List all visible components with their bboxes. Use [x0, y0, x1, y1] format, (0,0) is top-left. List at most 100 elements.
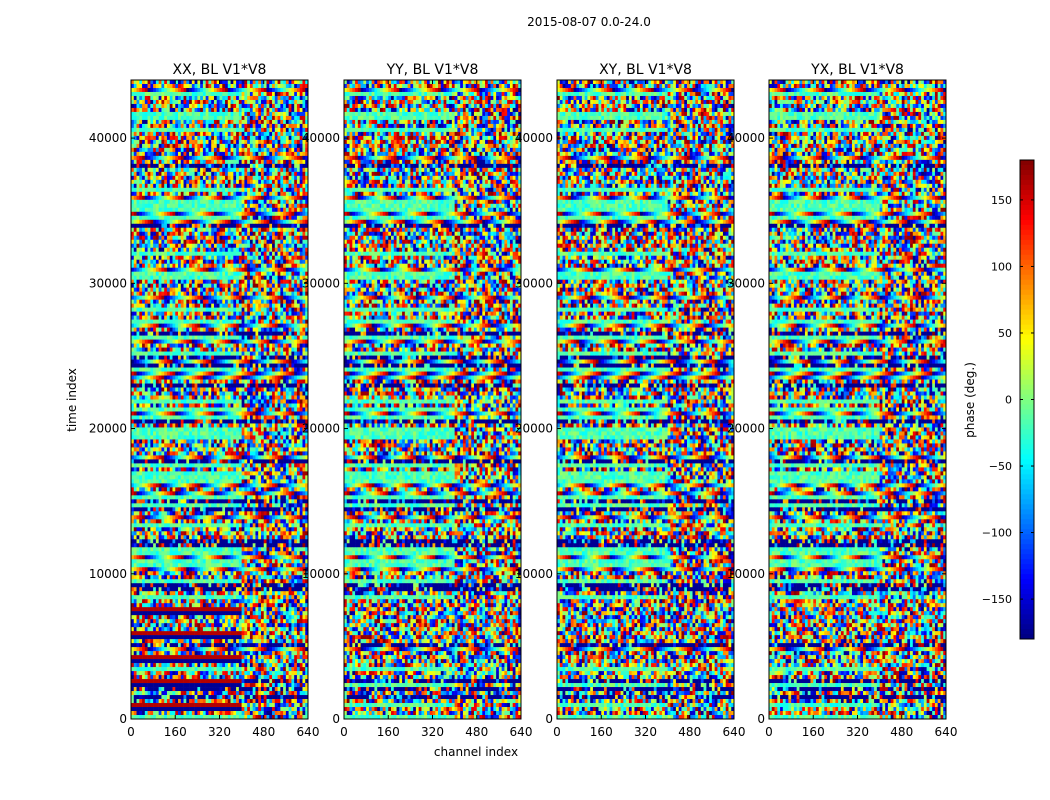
- heatmap-cell: [170, 132, 173, 136]
- heatmap-cell: [280, 108, 283, 112]
- heatmap-cell: [272, 132, 275, 136]
- heatmap-cell: [161, 104, 164, 108]
- heatmap-cell: [214, 100, 217, 104]
- heatmap-cell: [297, 84, 300, 88]
- heatmap-cell: [283, 88, 286, 92]
- heatmap-cell: [164, 112, 167, 116]
- heatmap-cell: [150, 92, 153, 96]
- heatmap-cell: [294, 84, 297, 88]
- heatmap-cell: [137, 108, 140, 112]
- heatmap-cell: [159, 116, 162, 120]
- heatmap-cell: [294, 92, 297, 96]
- heatmap-cell: [250, 120, 253, 124]
- heatmap-cell: [275, 88, 278, 92]
- heatmap-cell: [208, 92, 211, 96]
- heatmap-cell: [161, 120, 164, 124]
- heatmap-cell: [184, 92, 187, 96]
- heatmap-cell: [197, 104, 200, 108]
- heatmap-cell: [159, 80, 162, 84]
- heatmap-cell: [137, 112, 140, 116]
- heatmap-cell: [272, 124, 275, 128]
- heatmap-cell: [214, 84, 217, 88]
- heatmap-cell: [253, 104, 256, 108]
- heatmap-cell: [278, 116, 281, 120]
- heatmap-cell: [189, 80, 192, 84]
- heatmap-cell: [278, 132, 281, 136]
- heatmap-cell: [164, 132, 167, 136]
- heatmap-cell: [242, 132, 245, 136]
- heatmap-cell: [300, 116, 303, 120]
- heatmap-cell: [291, 128, 294, 132]
- heatmap-cell: [300, 124, 303, 128]
- heatmap-cell: [220, 104, 223, 108]
- heatmap-cell: [267, 116, 270, 120]
- heatmap-cell: [275, 112, 278, 116]
- heatmap-cell: [184, 104, 187, 108]
- heatmap-cell: [275, 84, 278, 88]
- heatmap-cell: [297, 120, 300, 124]
- heatmap-cell: [239, 120, 242, 124]
- heatmap-cell: [222, 84, 225, 88]
- heatmap-cell: [247, 88, 250, 92]
- heatmap-cell: [269, 128, 272, 132]
- heatmap-cell: [250, 124, 253, 128]
- heatmap-cell: [286, 104, 289, 108]
- heatmap-cell: [300, 112, 303, 116]
- heatmap-cell: [289, 120, 292, 124]
- heatmap-cell: [250, 100, 253, 104]
- heatmap-cell: [186, 128, 189, 132]
- heatmap-cell: [134, 116, 137, 120]
- heatmap-cell: [137, 124, 140, 128]
- heatmap-cell: [280, 132, 283, 136]
- heatmap-cell: [195, 100, 198, 104]
- heatmap-cell: [139, 132, 142, 136]
- heatmap-cell: [286, 124, 289, 128]
- heatmap-cell: [159, 132, 162, 136]
- heatmap-cell: [225, 120, 228, 124]
- heatmap-cell: [150, 104, 153, 108]
- heatmap-cell: [145, 100, 148, 104]
- heatmap-cell: [280, 120, 283, 124]
- heatmap-cell: [211, 128, 214, 132]
- heatmap-cell: [200, 100, 203, 104]
- heatmap-cell: [278, 92, 281, 96]
- heatmap-cell: [217, 124, 220, 128]
- heatmap-cell: [255, 120, 258, 124]
- heatmap-cell: [197, 136, 200, 140]
- heatmap-cell: [294, 128, 297, 132]
- heatmap-cell: [258, 108, 261, 112]
- heatmap-cell: [139, 100, 142, 104]
- heatmap-cell: [208, 132, 211, 136]
- heatmap-cell: [267, 100, 270, 104]
- heatmap-cell: [156, 80, 159, 84]
- heatmap-cell: [250, 104, 253, 108]
- heatmap-cell: [236, 132, 239, 136]
- heatmap-cell: [184, 112, 187, 116]
- heatmap-cell: [175, 128, 178, 132]
- heatmap-cell: [142, 112, 145, 116]
- heatmap-cell: [167, 120, 170, 124]
- heatmap-cell: [297, 100, 300, 104]
- heatmap-cell: [148, 136, 151, 140]
- heatmap-cell: [253, 84, 256, 88]
- heatmap-cell: [275, 100, 278, 104]
- heatmap-cell: [200, 112, 203, 116]
- heatmap-cell: [269, 92, 272, 96]
- heatmap-cell: [211, 92, 214, 96]
- heatmap-cell: [167, 100, 170, 104]
- heatmap-cell: [164, 92, 167, 96]
- heatmap-cell: [291, 84, 294, 88]
- heatmap-cell: [253, 124, 256, 128]
- heatmap-cell: [211, 116, 214, 120]
- heatmap-cell: [203, 124, 206, 128]
- heatmap-cell: [225, 96, 228, 100]
- heatmap-cell: [181, 92, 184, 96]
- heatmap-cell: [208, 96, 211, 100]
- heatmap-cell: [178, 104, 181, 108]
- heatmap-cell: [206, 84, 209, 88]
- heatmap-cell: [189, 124, 192, 128]
- heatmap-cell: [283, 132, 286, 136]
- heatmap-cell: [175, 112, 178, 116]
- heatmap-cell: [289, 100, 292, 104]
- heatmap-cell: [228, 84, 231, 88]
